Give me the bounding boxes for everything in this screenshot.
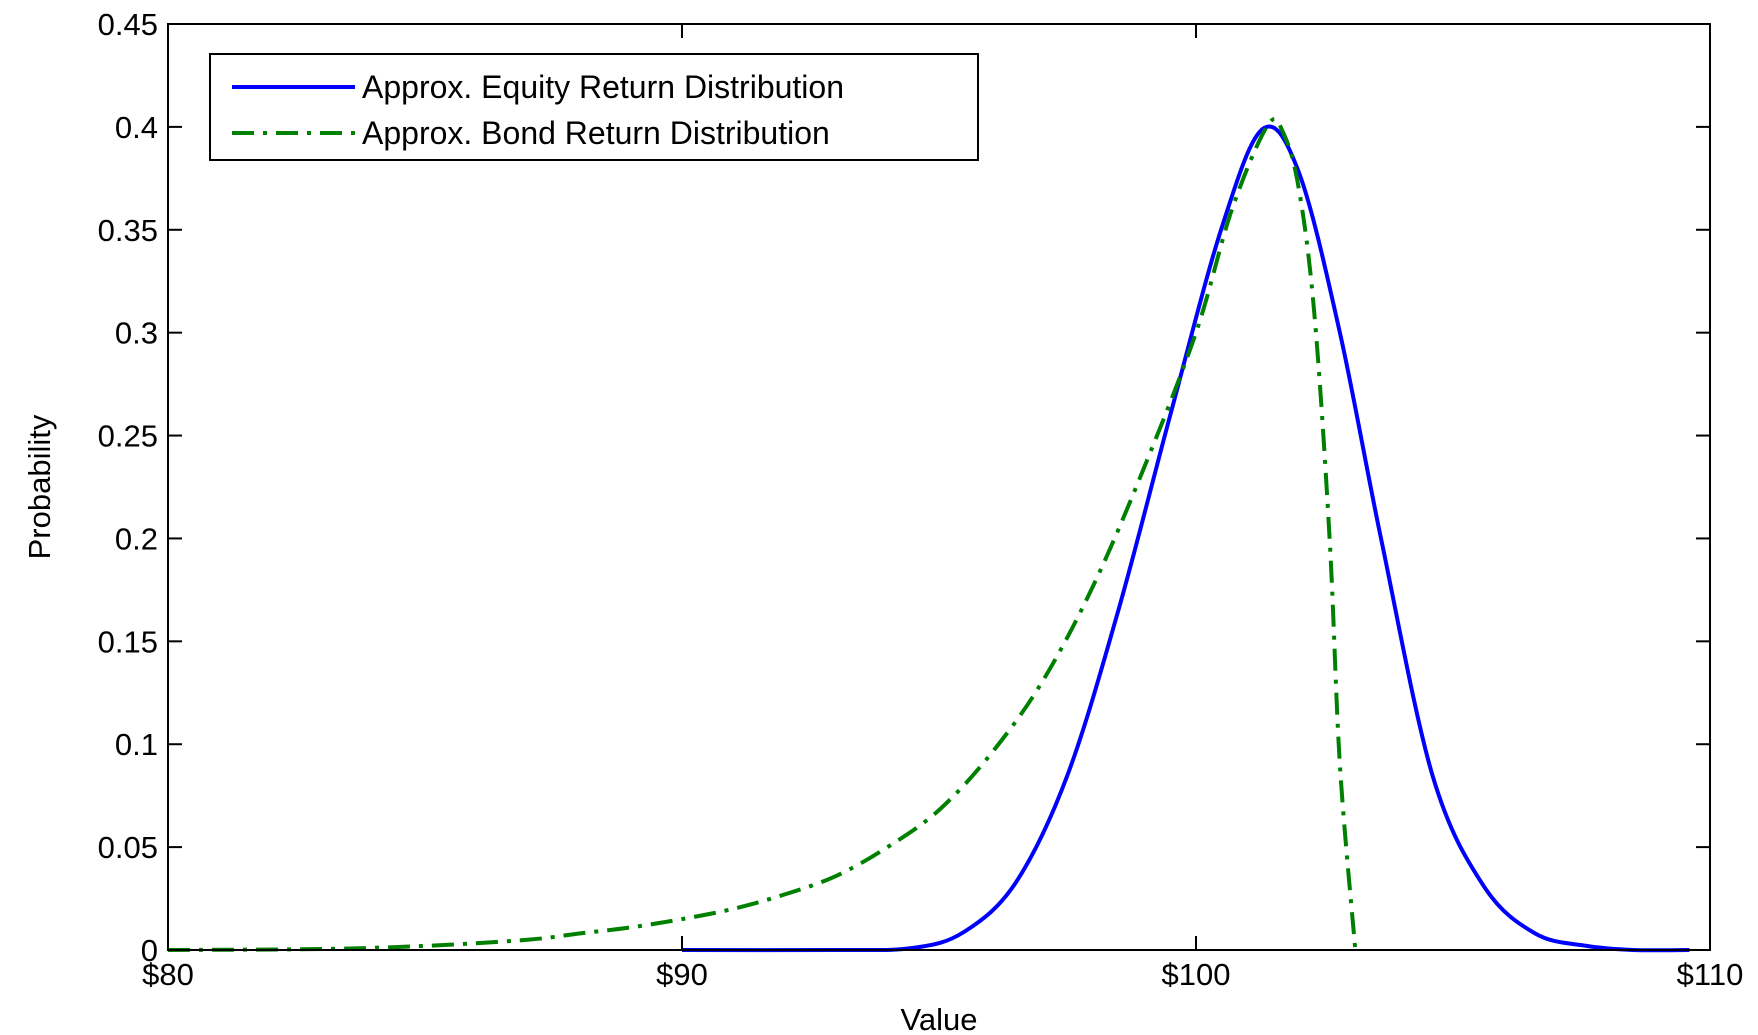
legend: Approx. Equity Return Distribution Appro… [209, 53, 979, 161]
y-tick-label: 0.4 [115, 110, 158, 145]
x-tick-label: $80 [142, 957, 194, 992]
series-line-0 [681, 124, 1690, 953]
x-tick-label: $90 [656, 957, 708, 992]
y-tick-label: 0.35 [98, 213, 158, 248]
x-axis-title: Value [901, 1002, 978, 1035]
y-tick-label: 0 [141, 933, 158, 968]
legend-box [209, 53, 979, 161]
x-axis-ticks: $80 $90 $100 $110 [142, 24, 1743, 992]
x-tick-label: $110 [1677, 957, 1744, 992]
plot-area [168, 24, 1710, 950]
y-tick-label: 0.15 [98, 624, 158, 659]
series-layer [167, 117, 1690, 953]
y-tick-label: 0.45 [98, 7, 158, 42]
y-tick-label: 0.3 [115, 316, 158, 351]
y-tick-label: 0.05 [98, 830, 158, 865]
legend-label-equity: Approx. Equity Return Distribution [362, 69, 844, 105]
y-tick-label: 0.2 [115, 521, 158, 556]
plot-frame [167, 23, 1711, 951]
y-axis-ticks: 0 0.05 0.1 0.15 0.2 0.25 0.3 0.35 0.4 0.45 [98, 7, 1710, 968]
x-tick-label: $100 [1162, 957, 1231, 992]
y-tick-label: 0.25 [98, 419, 158, 454]
y-axis-title: Probability [22, 414, 57, 559]
y-tick-label: 0.1 [115, 727, 158, 762]
series-line-1 [167, 117, 1358, 952]
legend-label-bond: Approx. Bond Return Distribution [362, 115, 830, 151]
